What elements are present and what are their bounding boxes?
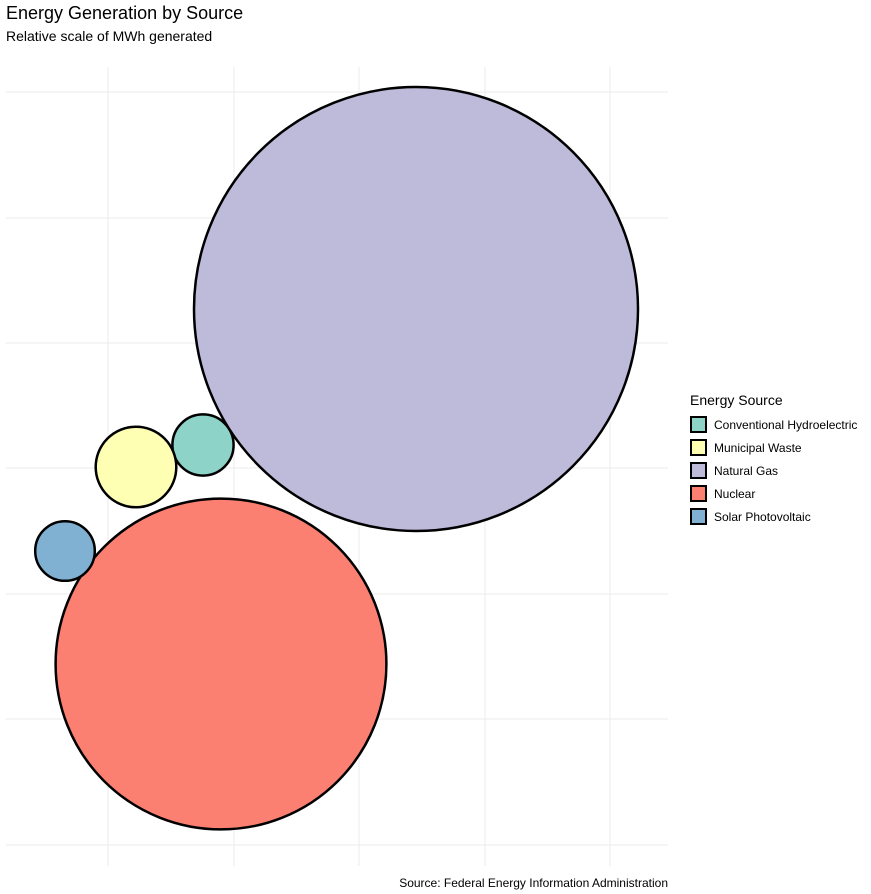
legend-key-conventional-hydroelectric: [690, 416, 707, 433]
chart-title: Energy Generation by Source: [6, 3, 244, 23]
legend: Energy Source Conventional Hydroelectric…: [690, 391, 857, 528]
legend-item-nuclear: Nuclear: [690, 482, 857, 505]
legend-item-conventional-hydroelectric: Conventional Hydroelectric: [690, 413, 857, 436]
legend-key-solar-photovoltaic: [690, 508, 707, 525]
legend-label-municipal-waste: Municipal Waste: [714, 440, 802, 455]
legend-item-natural-gas: Natural Gas: [690, 459, 857, 482]
bubbles-layer: [33, 85, 640, 831]
legend-item-solar-photovoltaic: Solar Photovoltaic: [690, 505, 857, 528]
bubble-solar-photovoltaic: [33, 519, 97, 583]
legend-items: Conventional Hydroelectric Municipal Wast…: [690, 413, 857, 528]
chart-subtitle: Relative scale of MWh generated: [6, 28, 213, 44]
legend-label-conventional-hydroelectric: Conventional Hydroelectric: [714, 417, 858, 432]
legend-title: Energy Source: [690, 392, 783, 408]
legend-label-solar-photovoltaic: Solar Photovoltaic: [714, 509, 811, 524]
legend-key-nuclear: [690, 485, 707, 502]
bubble-nuclear: [54, 497, 388, 831]
legend-key-natural-gas: [690, 462, 707, 479]
chart-caption: Source: Federal Energy Information Admin…: [399, 876, 668, 890]
bubble-natural-gas: [192, 85, 640, 533]
legend-label-natural-gas: Natural Gas: [714, 463, 779, 478]
legend-key-municipal-waste: [690, 439, 707, 456]
legend-label-nuclear: Nuclear: [714, 486, 756, 501]
bubble-conventional-hydroelectric: [171, 413, 235, 477]
bubble-municipal-waste: [94, 425, 178, 509]
legend-item-municipal-waste: Municipal Waste: [690, 436, 857, 459]
